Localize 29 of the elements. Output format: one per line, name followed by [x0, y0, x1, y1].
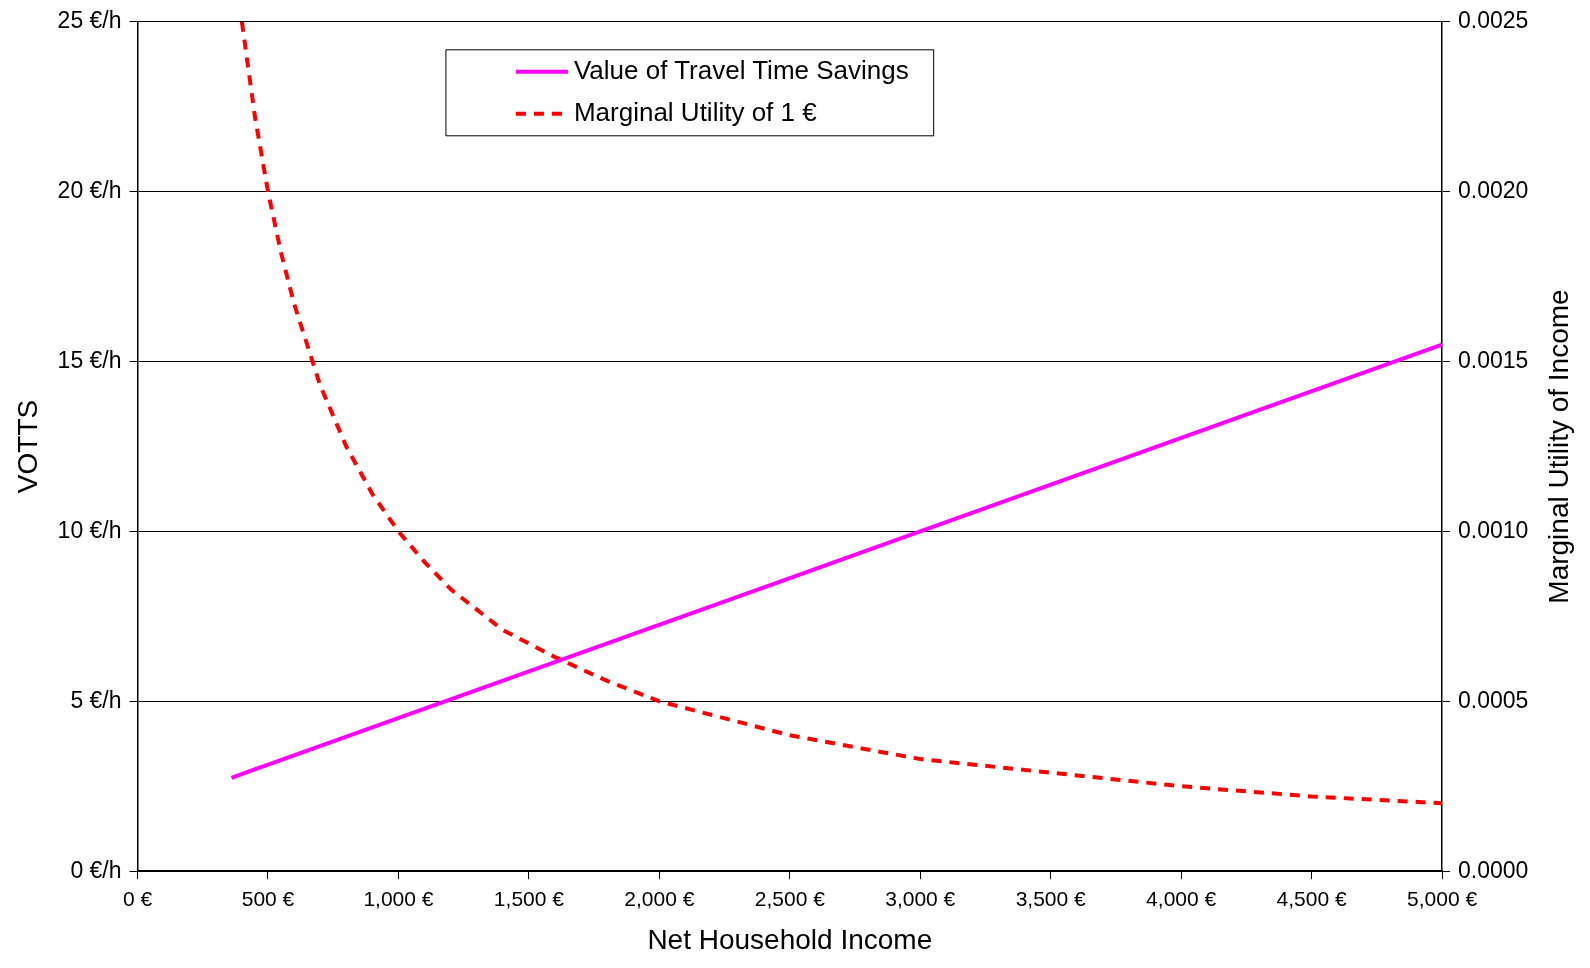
x-axis-title: Net Household Income: [647, 923, 933, 955]
y-tick-label: 20 €/h: [57, 177, 122, 204]
x-tick-label: 1,500 €: [493, 886, 565, 910]
legend-label: Marginal Utility of 1 €: [573, 96, 818, 127]
x-tick-label: 2,500 €: [754, 886, 826, 910]
y2-tick-label: 0.0010: [1458, 516, 1529, 543]
x-tick-label: 3,500 €: [1015, 886, 1087, 910]
line-series: [239, 21, 1443, 806]
y2-tick-label: 0.0020: [1458, 177, 1529, 204]
y-tick-label: 5 €/h: [70, 686, 122, 713]
y2-tick-label: 0.0025: [1458, 7, 1529, 34]
y2-tick-label: 0.0005: [1458, 686, 1529, 713]
x-tick-label: 2,000 €: [624, 886, 695, 910]
y2-tick-label: 0.0015: [1458, 346, 1529, 373]
legend-label: Value of Travel Time Savings: [573, 54, 909, 85]
y-tick-label: 25 €/h: [57, 7, 122, 34]
y2-tick-label: 0.0000: [1458, 856, 1529, 883]
y-tick-label: 10 €/h: [57, 516, 122, 543]
x-tick-label: 0 €: [122, 886, 153, 910]
x-tick-label: 3,000 €: [885, 886, 956, 910]
x-tick-label: 4,000 €: [1146, 886, 1217, 910]
y-tick-label: 15 €/h: [57, 346, 122, 373]
x-tick-label: 500 €: [241, 886, 295, 910]
y-axis-title: VOTTS: [11, 399, 43, 494]
x-tick-label: 4,500 €: [1276, 886, 1347, 910]
x-tick-label: 1,000 €: [363, 886, 434, 910]
y2-axis-title: Marginal Utility of Income: [1542, 289, 1574, 604]
x-tick-label: 5,000 €: [1407, 886, 1478, 910]
y-tick-label: 0 €/h: [70, 856, 122, 883]
